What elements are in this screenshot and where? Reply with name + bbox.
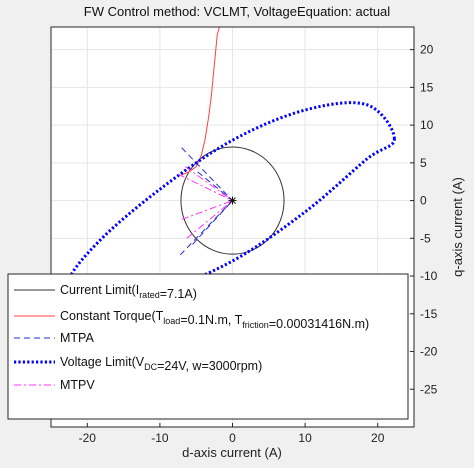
y-tick-label: 5 <box>420 156 427 170</box>
legend-entry-voltage-limit: Voltage Limit(VDC=24V, w=3000rpm) <box>14 355 262 373</box>
legend-entry-constant-torque: Constant Torque(Tload=0.1N.m, Tfriction=… <box>14 309 369 331</box>
y-tick-label: -15 <box>420 307 438 321</box>
legend-subscript: rated <box>139 290 160 300</box>
x-tick-label: -10 <box>151 431 169 445</box>
y-tick-label: 0 <box>420 194 427 208</box>
y-tick-label: -25 <box>420 382 438 396</box>
constant-torque-curve <box>181 27 220 176</box>
x-tick-label: 0 <box>229 431 236 445</box>
mtpv-line <box>185 166 233 201</box>
legend-label: Current Limit(Irated=7.1A) <box>60 283 197 301</box>
y-tick-label: -5 <box>420 231 431 245</box>
mtpa-line <box>181 147 233 201</box>
y-tick-label: 15 <box>420 80 434 94</box>
chart-title: FW Control method: VCLMT, VoltageEquatio… <box>84 4 390 19</box>
axes-frame <box>50 26 415 428</box>
legend-text-part: =0.1N.m, T <box>180 313 242 327</box>
legend-label: Constant Torque(Tload=0.1N.m, Tfriction=… <box>60 309 369 331</box>
mtpa-line <box>179 200 233 256</box>
x-tick-label: 10 <box>298 431 312 445</box>
series-group <box>66 27 396 301</box>
mtpv-line <box>181 200 233 220</box>
y-tick-label: 10 <box>420 118 434 132</box>
y-tick-label: -20 <box>420 345 438 359</box>
legend[interactable]: Current Limit(Irated=7.1A) Constant Torqu… <box>7 273 409 420</box>
legend-entry-current-limit: Current Limit(Irated=7.1A) <box>14 283 197 301</box>
legend-label: Voltage Limit(VDC=24V, w=3000rpm) <box>60 355 262 373</box>
legend-entry-mtpa: MTPA <box>14 331 94 345</box>
legend-label: MTPA <box>60 331 94 345</box>
legend-text-part: =0.00031416N.m) <box>269 317 369 331</box>
legend-subscript: load <box>163 316 180 326</box>
legend-subscript: DC <box>144 362 157 372</box>
legend-text-part: Constant Torque(T <box>60 309 164 323</box>
legend-subscript: friction <box>242 320 269 330</box>
legend-text-part: =7.1A) <box>160 287 197 301</box>
x-axis-label: d-axis current (A) <box>182 445 282 460</box>
legend-entries: Current Limit(Irated=7.1A) Constant Torqu… <box>14 283 369 392</box>
x-tick-label: 20 <box>371 431 385 445</box>
y-tick-label: -10 <box>420 269 438 283</box>
mtpv-line <box>177 173 233 202</box>
marker-stroke <box>229 197 236 204</box>
y-tick-label: 20 <box>420 43 434 57</box>
legend-label: MTPV <box>60 378 95 392</box>
current-limit-circle <box>180 146 285 255</box>
x-tick-label: -20 <box>79 431 97 445</box>
y-axis-label: q-axis current (A) <box>450 177 465 277</box>
legend-text-part: MTPA <box>60 331 94 345</box>
legend-text-part: =24V, w=3000rpm) <box>157 359 262 373</box>
mtpv-line <box>186 200 233 239</box>
legend-box <box>7 273 409 420</box>
mtpa-line <box>197 171 233 201</box>
x-tick-labels: -20 -10 0 10 20 <box>79 431 385 445</box>
legend-entry-mtpv: MTPV <box>14 378 95 392</box>
legend-text-part: MTPV <box>60 378 95 392</box>
legend-text-part: Voltage Limit(V <box>60 355 145 369</box>
legend-text-part: Current Limit(I <box>60 283 139 297</box>
y-tick-labels: -25 -20 -15 -10 -5 0 5 10 15 20 <box>420 43 438 397</box>
origin-marker <box>228 196 237 205</box>
data-series <box>66 27 396 301</box>
